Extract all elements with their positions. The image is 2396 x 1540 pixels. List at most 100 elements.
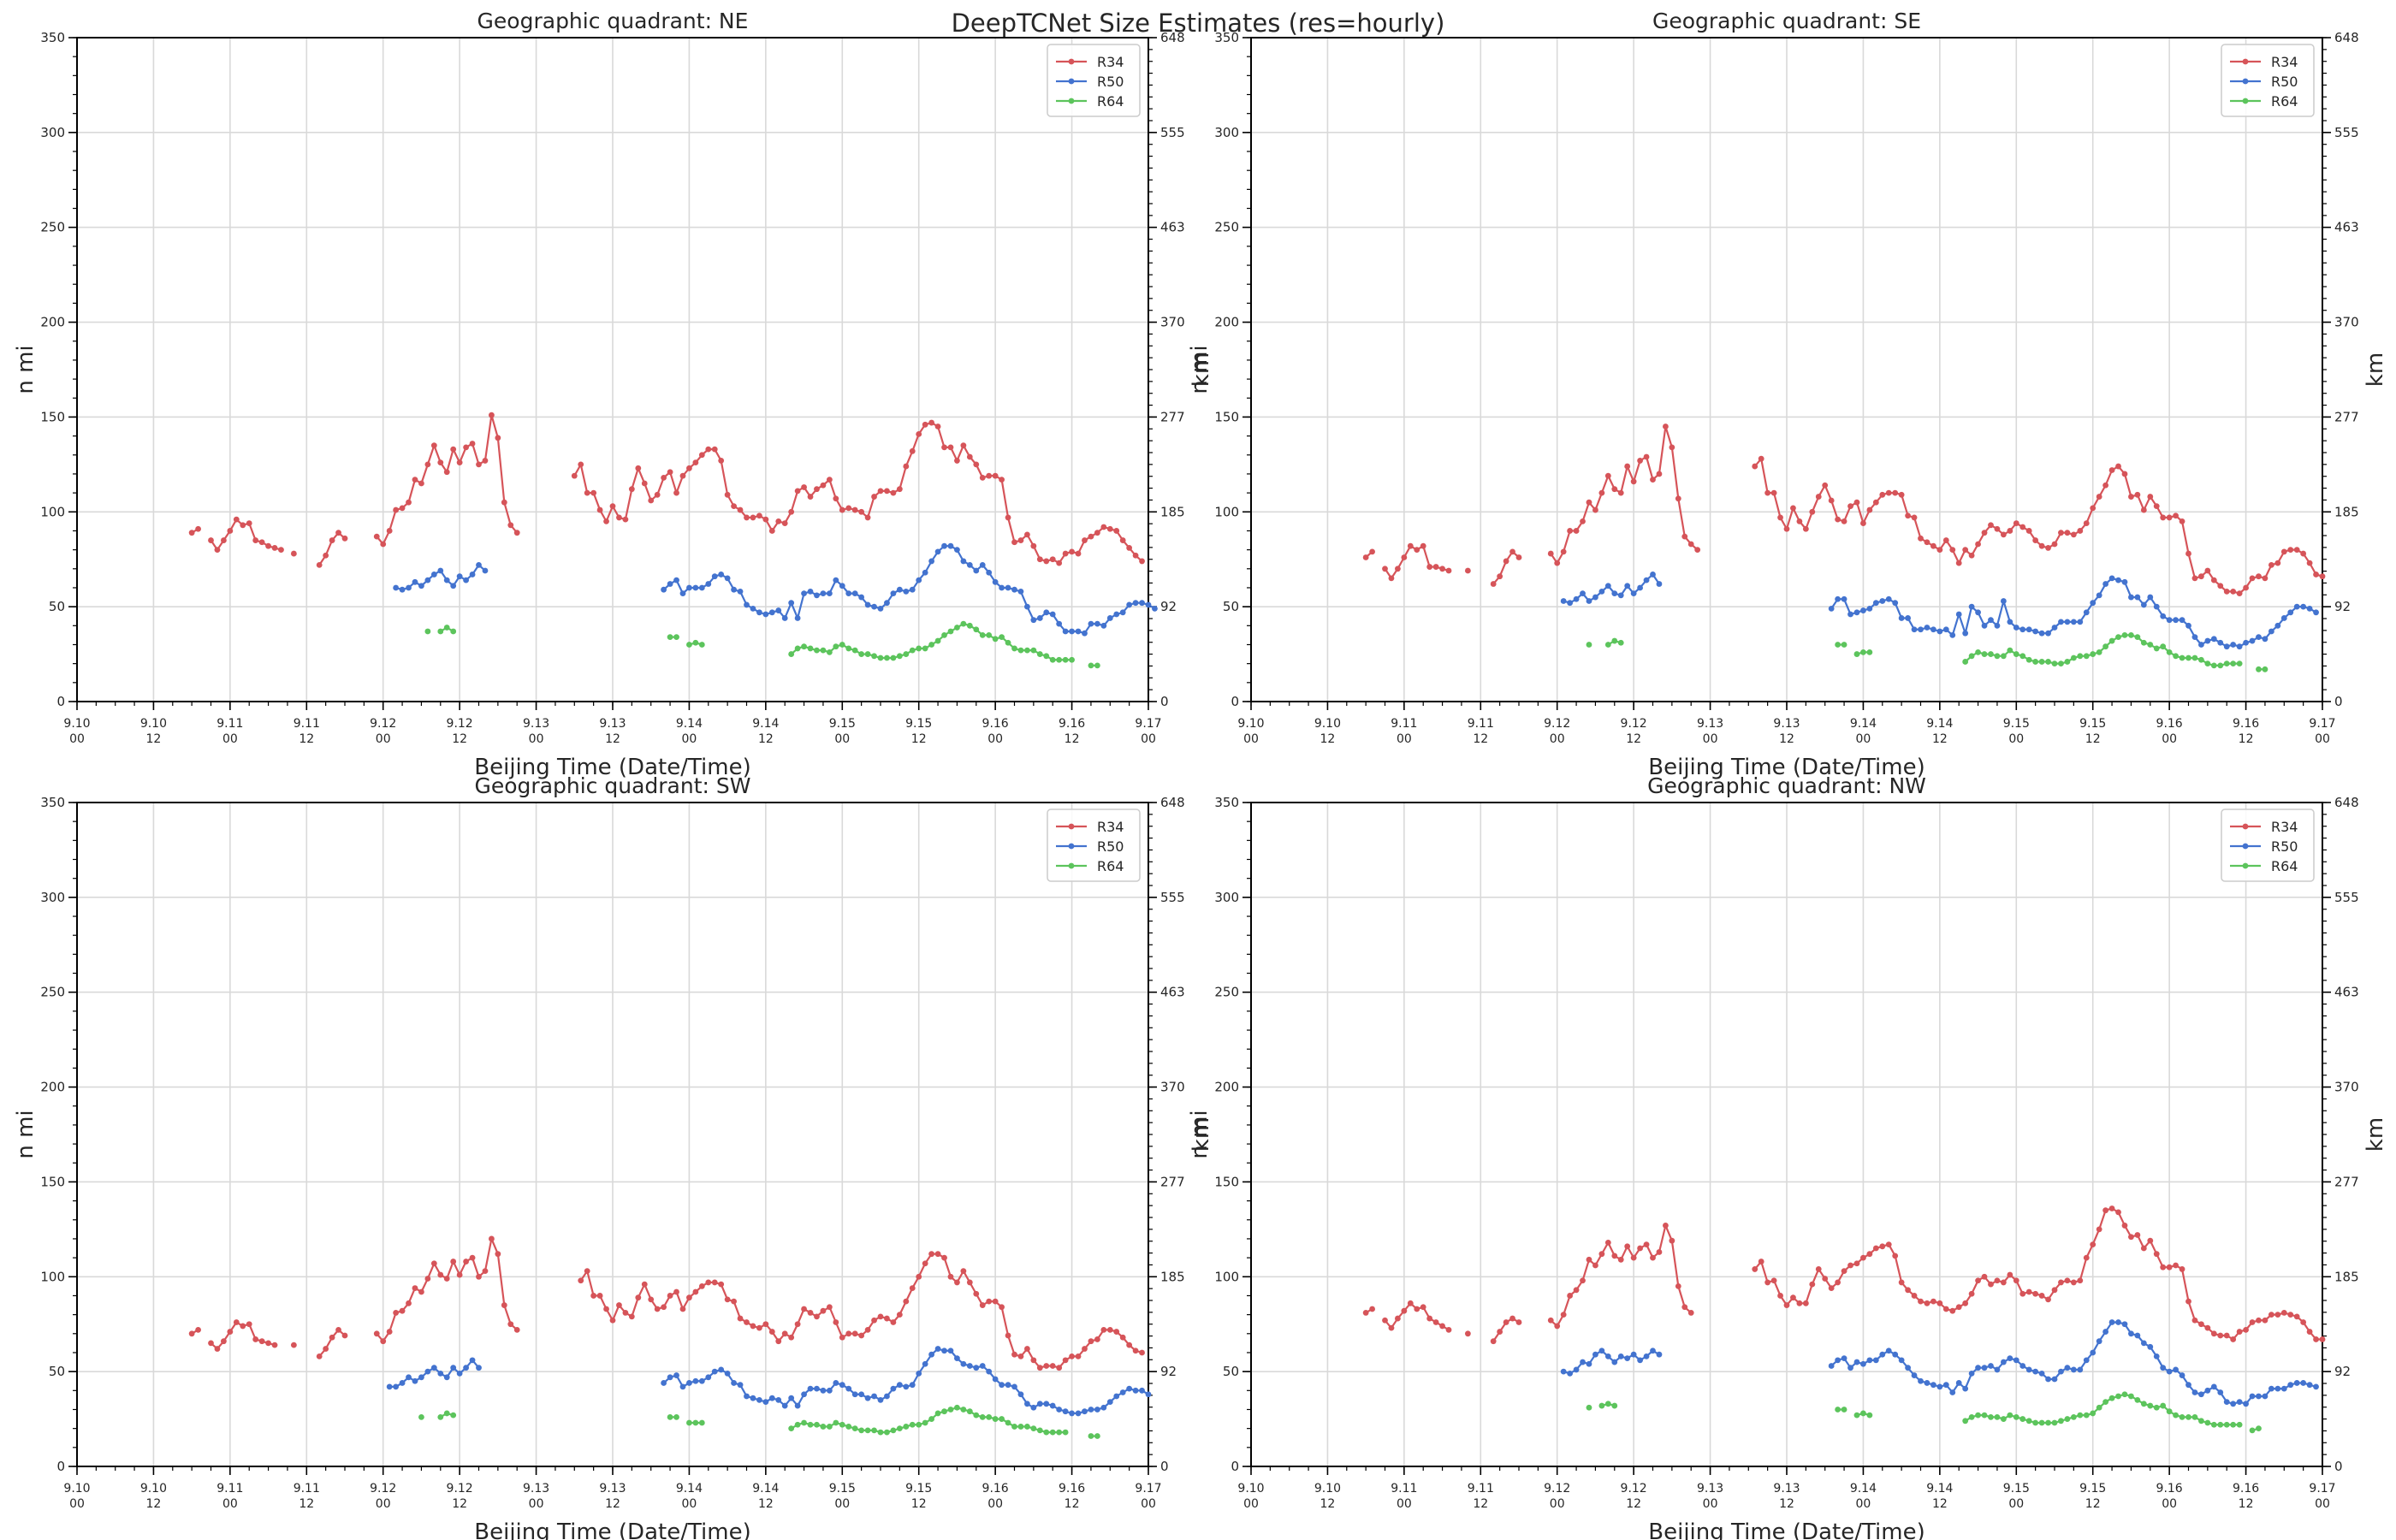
data-point-r64 [2000,653,2007,660]
data-point-r50 [807,1385,814,1392]
data-point-r34 [1687,541,1694,548]
data-point-r50 [768,609,775,616]
data-point-r50 [661,586,667,593]
data-point-r64 [1962,659,1969,665]
data-point-r64 [2070,654,2077,661]
data-point-r50 [839,1382,845,1389]
data-point-r34 [903,463,910,470]
data-point-r50 [2230,642,2237,648]
data-point-r34 [501,499,507,506]
data-point-r50 [814,1385,820,1392]
data-point-r34 [1841,1268,1847,1275]
data-point-r34 [1663,1223,1669,1229]
data-point-r50 [2179,1372,2185,1378]
series-line-r50 [662,1348,1149,1415]
data-point-r34 [1853,1260,1860,1267]
data-point-r34 [826,1304,833,1311]
data-point-r34 [1930,542,1936,549]
data-point-r64 [2140,1401,2147,1407]
panel-title: Geographic quadrant: NW [1647,773,1926,798]
data-point-r50 [896,1382,903,1389]
data-point-r34 [1139,558,1145,565]
data-point-r64 [1056,656,1063,663]
data-point-r50 [2287,1382,2294,1389]
data-point-r34 [966,1279,973,1286]
data-point-r50 [1617,592,1624,599]
data-point-r50 [418,583,424,589]
data-point-r50 [1847,611,1853,618]
data-point-r64 [2007,1412,2013,1419]
data-point-r50 [2147,1343,2154,1350]
data-point-r34 [2306,1329,2313,1335]
data-point-r34 [960,1268,967,1275]
data-point-r50 [1119,609,1126,616]
x-tick-label: 00 [2315,732,2330,746]
data-point-r34 [214,1346,221,1352]
data-point-r34 [2293,1313,2300,1320]
data-point-r34 [2160,1264,2167,1270]
data-point-r64 [2025,1418,2032,1424]
data-point-r50 [833,577,839,583]
legend-label: R34 [2271,819,2298,835]
data-point-r34 [1885,1241,1892,1247]
data-point-r64 [2013,1413,2019,1420]
data-point-r50 [2313,609,2319,616]
data-point-r34 [393,1310,400,1316]
data-point-r50 [2045,630,2051,637]
data-point-r34 [2230,1336,2237,1342]
data-point-r34 [1126,545,1133,551]
y-right-tick-label: 370 [2334,1080,2359,1095]
data-point-r50 [979,1363,986,1369]
data-point-r34 [450,1259,457,1265]
data-point-r50 [2096,1338,2102,1345]
data-point-r50 [2293,1380,2300,1386]
data-point-r34 [246,520,252,526]
data-point-r34 [290,550,297,557]
data-point-r34 [2025,1288,2032,1295]
x-tick-label: 9.11 [1391,1482,1417,1496]
data-point-r64 [788,1425,795,1432]
series-line-r34 [1492,550,1520,585]
data-point-r34 [603,518,609,524]
y-right-tick-label: 185 [2334,504,2359,519]
data-point-r64 [2191,1413,2198,1420]
data-point-r34 [456,459,463,466]
data-point-r34 [437,459,444,466]
data-point-r34 [756,1324,762,1331]
data-point-r34 [698,452,705,459]
data-point-r34 [2140,1245,2147,1252]
data-point-r50 [1560,1368,1567,1375]
data-point-r64 [826,1424,833,1430]
data-point-r34 [609,1317,616,1324]
data-point-r34 [1139,1349,1145,1356]
legend-label: R34 [1097,819,1124,835]
data-point-r34 [1503,1319,1509,1325]
x-tick-label: 12 [1320,1497,1336,1511]
data-point-r34 [424,461,431,468]
data-point-r64 [2166,1408,2173,1415]
data-point-r34 [2293,547,2300,554]
data-point-r64 [884,1429,890,1436]
data-point-r34 [2140,506,2147,513]
data-point-r34 [2077,528,2084,534]
data-point-r34 [227,528,234,534]
data-point-r64 [826,649,833,655]
data-point-r34 [1758,455,1764,462]
data-point-r34 [979,1302,986,1308]
data-point-r34 [1464,567,1471,574]
data-point-r50 [724,575,731,582]
legend-label: R64 [1097,858,1124,874]
x-tick-label: 9.16 [2156,1482,2183,1496]
data-point-r34 [271,545,278,551]
data-point-r34 [1835,516,1841,523]
data-point-r34 [986,1298,993,1305]
data-point-r50 [1835,595,1841,602]
data-point-r50 [1656,581,1663,587]
data-point-r64 [443,625,450,631]
data-point-r34 [1841,518,1847,524]
data-point-r50 [762,1399,769,1406]
data-point-r50 [2007,619,2013,625]
data-point-r34 [1132,1348,1139,1354]
data-point-r34 [1675,1282,1681,1289]
data-point-r34 [2051,1287,2058,1294]
